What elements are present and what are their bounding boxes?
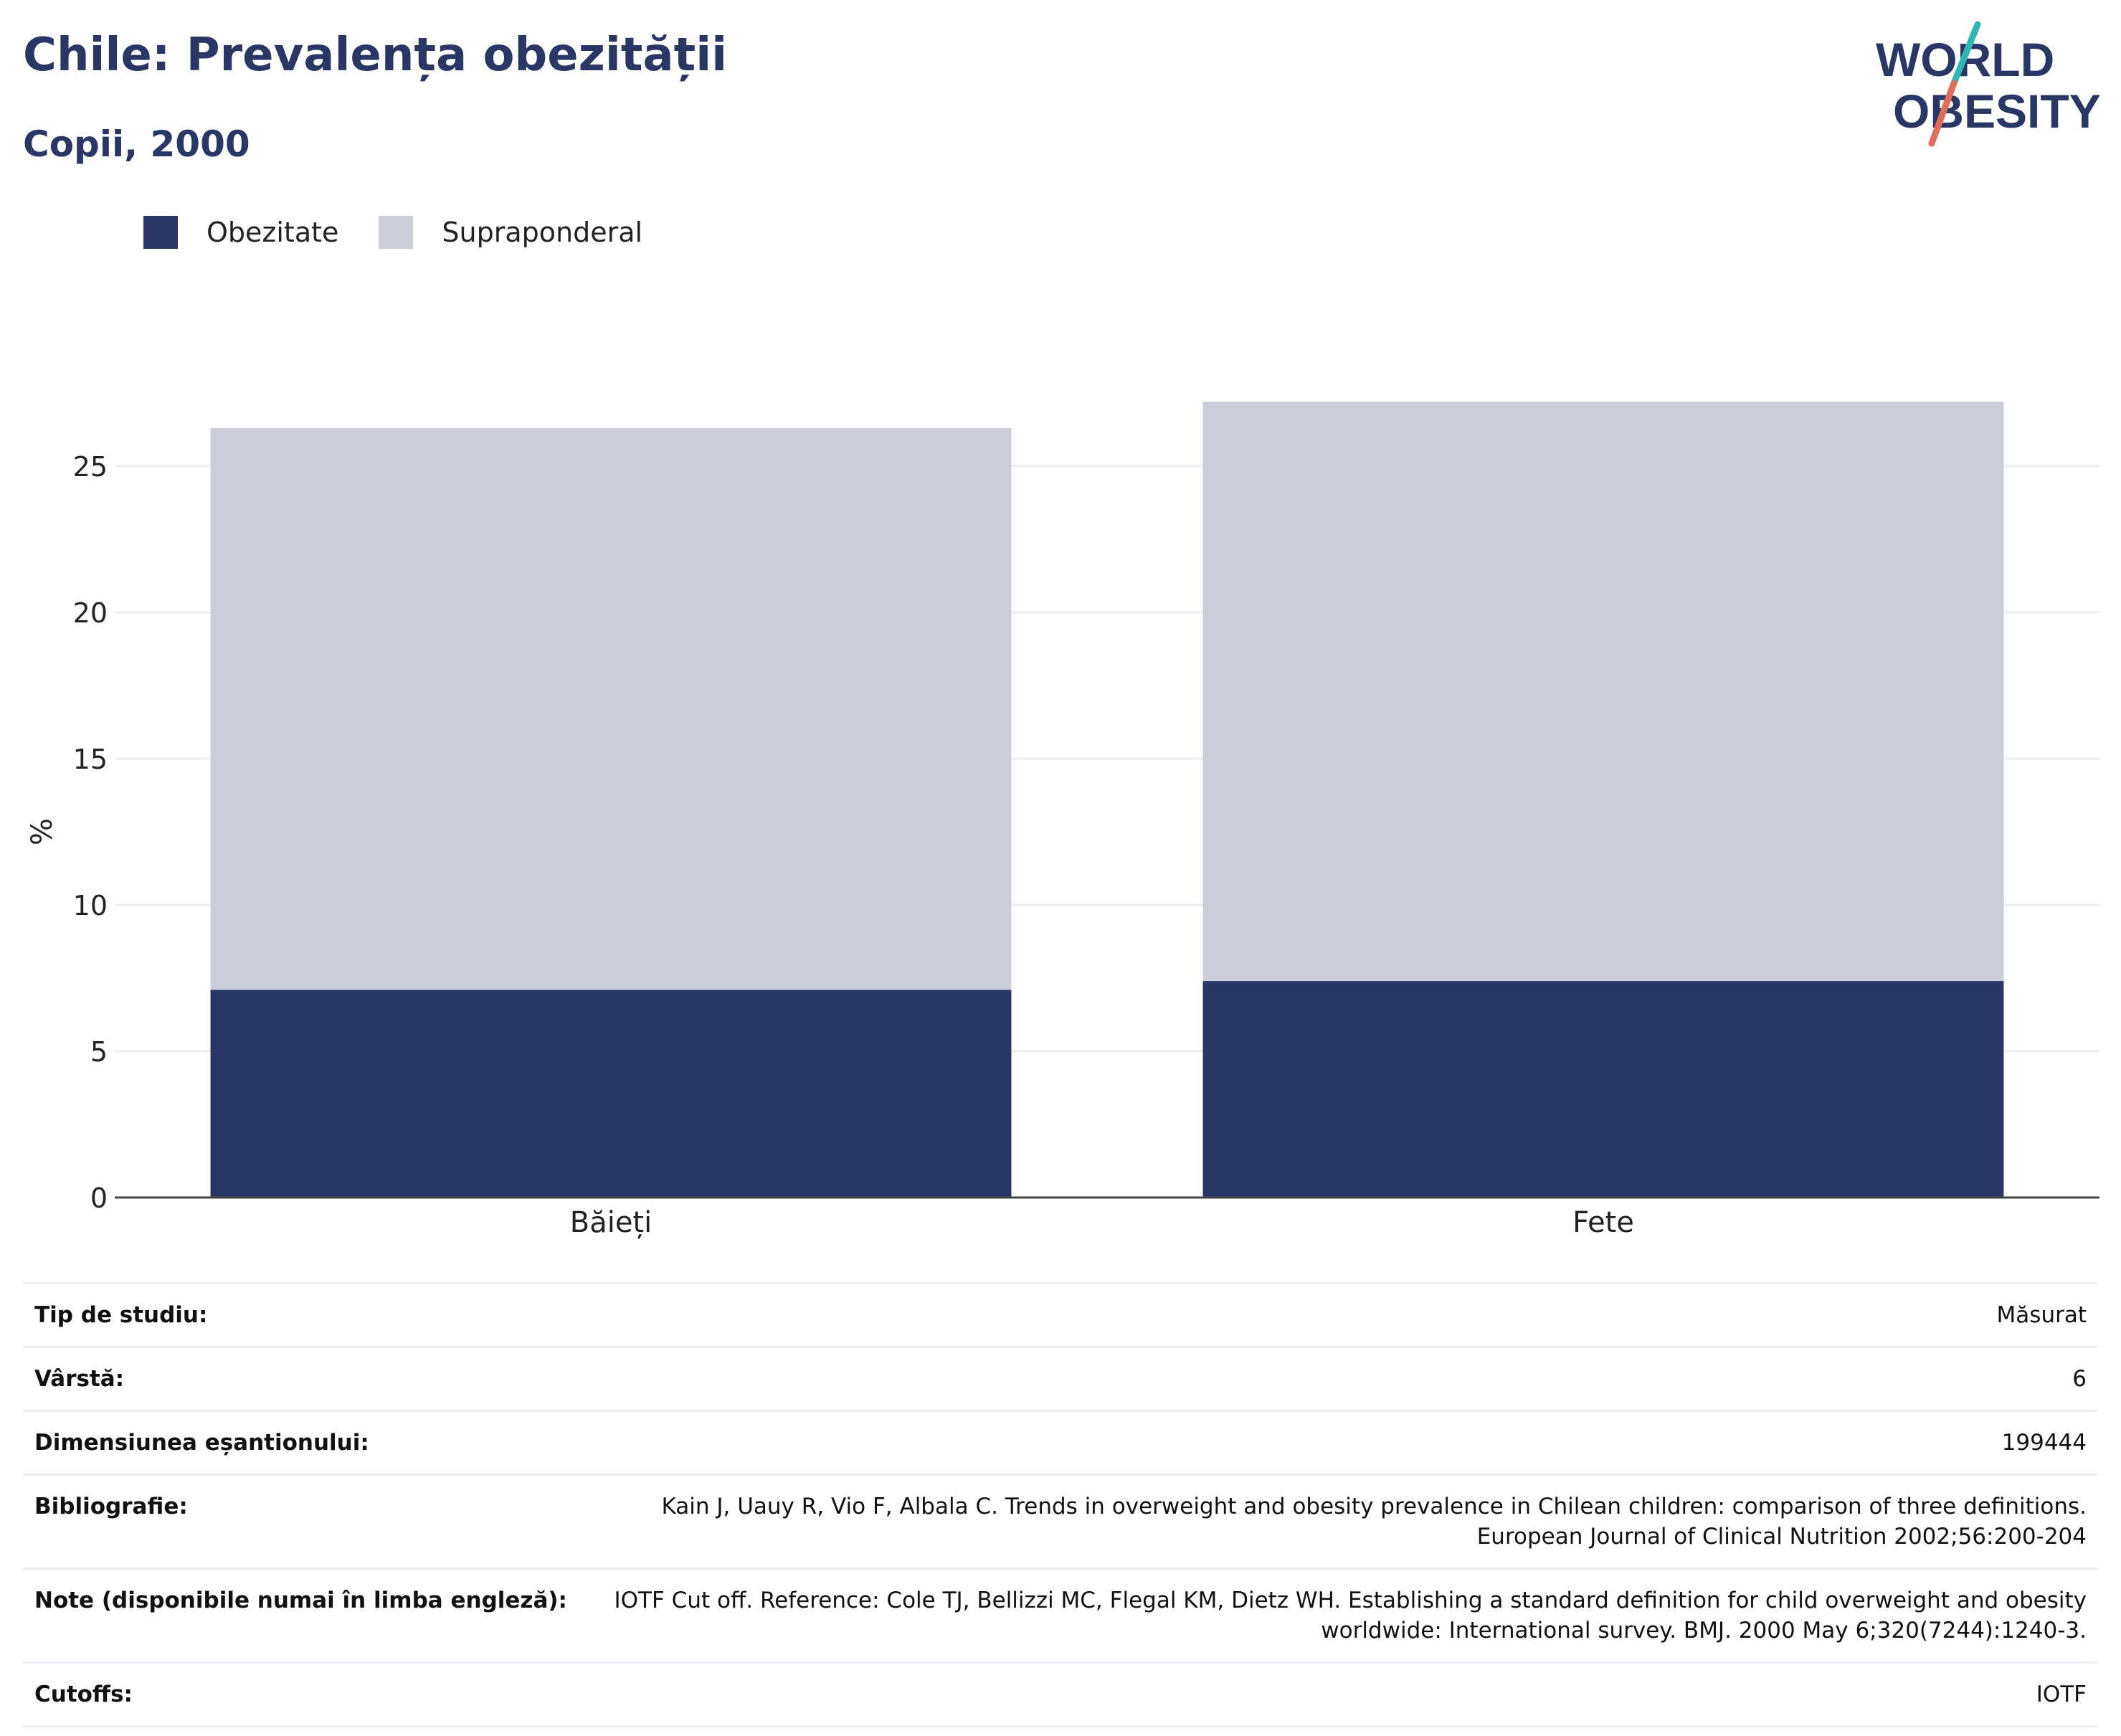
logo-slash-teal bbox=[1950, 21, 1981, 87]
bar-obezitate-1 bbox=[1202, 981, 2004, 1197]
y-tick-label: 10 bbox=[73, 890, 108, 921]
legend-item: Obezitate bbox=[143, 216, 338, 249]
logo-slash-coral bbox=[1928, 80, 1958, 147]
details-row: Cutoffs: IOTF bbox=[23, 1662, 2098, 1727]
chart-title: Chile: Prevalența obezității bbox=[23, 29, 728, 82]
legend-swatch bbox=[379, 216, 414, 249]
details-key: Note (disponibile numai în limba engleză… bbox=[23, 1568, 579, 1664]
legend-item: Supraponderal bbox=[379, 216, 642, 249]
legend-swatch bbox=[143, 216, 178, 249]
legend-label: Obezitate bbox=[207, 217, 339, 248]
bar-obezitate-0 bbox=[210, 990, 1012, 1197]
y-axis-label: % bbox=[26, 818, 59, 845]
bar-supraponderal-0 bbox=[210, 427, 1012, 990]
details-value: IOTF Cut off. Reference: Cole TJ, Belliz… bbox=[578, 1568, 2098, 1664]
details-row: Vârstă: 6 bbox=[23, 1347, 2098, 1412]
details-row: Tip de studiu: Măsurat bbox=[23, 1282, 2098, 1348]
legend-label: Supraponderal bbox=[442, 217, 643, 248]
y-tick-label: 5 bbox=[90, 1036, 108, 1068]
stacked-bar-chart: 0 5 10 15 20 25% Băieți Fete bbox=[26, 402, 2099, 1239]
details-key: Tip de studiu: bbox=[23, 1282, 579, 1348]
logo-text-obesity: OBESITY bbox=[1893, 85, 2101, 138]
y-tick-label: 20 bbox=[73, 597, 108, 629]
details-value: IOTF bbox=[578, 1662, 2098, 1727]
details-value: 6 bbox=[578, 1347, 2098, 1412]
details-row: Dimensiunea eșantionului: 199444 bbox=[23, 1410, 2098, 1476]
details-key: Bibliografie: bbox=[23, 1474, 579, 1570]
details-value: 199444 bbox=[578, 1410, 2098, 1476]
y-tick-label: 15 bbox=[73, 744, 108, 775]
y-tick-label: 25 bbox=[73, 451, 108, 483]
details-key: Dimensiunea eșantionului: bbox=[23, 1410, 579, 1476]
y-tick-label: 0 bbox=[90, 1182, 108, 1214]
x-tick-label: Băieți bbox=[570, 1206, 652, 1239]
details-value: Kain J, Uauy R, Vio F, Albala C. Trends … bbox=[578, 1474, 2098, 1570]
details-key: Vârstă: bbox=[23, 1347, 579, 1412]
bar-supraponderal-1 bbox=[1202, 402, 2004, 982]
study-details-table: Tip de studiu: Măsurat Vârstă: 6 Dimensiunea… bbox=[23, 1282, 2098, 1727]
details-value: Măsurat bbox=[578, 1282, 2098, 1348]
details-row: Bibliografie: Kain J, Uauy R, Vio F, Alba… bbox=[23, 1474, 2098, 1570]
x-tick-label: Fete bbox=[1572, 1206, 1634, 1239]
details-row: Note (disponibile numai în limba engleză… bbox=[23, 1568, 2098, 1664]
world-obesity-logo: WORLD OBESITY bbox=[1876, 21, 2101, 147]
legend: Obezitate Supraponderal bbox=[143, 212, 683, 252]
chart-subtitle: Copii, 2000 bbox=[23, 123, 250, 165]
details-key: Cutoffs: bbox=[23, 1662, 579, 1727]
